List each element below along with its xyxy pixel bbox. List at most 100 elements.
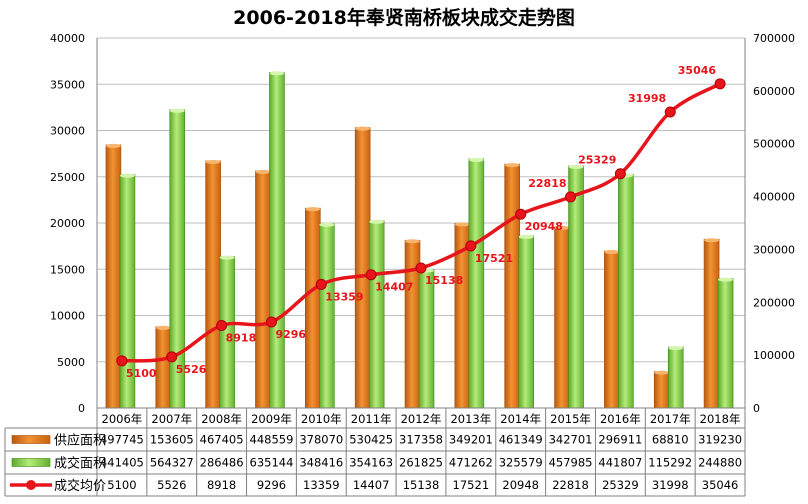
legend-label: 成交面积 [54, 456, 106, 472]
data-label: 20948 [525, 220, 563, 233]
left-tick-label: 5000 [57, 356, 85, 369]
bar-cap [554, 225, 570, 230]
category-label: 2016年 [600, 412, 641, 426]
bar-cap [119, 173, 135, 178]
legend-swatch [11, 458, 51, 467]
table-cell: 68810 [652, 433, 689, 447]
bar-cap [169, 108, 185, 113]
table-cell: 635144 [250, 456, 294, 470]
left-tick-label: 10000 [50, 310, 85, 323]
line-point [714, 78, 726, 90]
bar-cap [654, 370, 670, 375]
left-tick-label: 0 [78, 402, 85, 415]
line-point [415, 262, 427, 274]
right-tick-label: 300000 [753, 243, 795, 256]
line-point [565, 191, 577, 203]
table-cell: 317358 [399, 433, 443, 447]
table-cell: 20948 [502, 478, 539, 492]
data-label: 22818 [528, 177, 566, 190]
table-cell: 13359 [303, 478, 340, 492]
category-label: 2018年 [700, 412, 741, 426]
data-label: 14407 [375, 281, 413, 294]
legend-swatch [11, 435, 51, 444]
data-label: 15138 [425, 274, 463, 287]
right-tick-label: 0 [753, 402, 760, 415]
bar-supply-area [305, 207, 321, 409]
table-cell: 5100 [107, 478, 136, 492]
left-tick-label: 30000 [50, 125, 85, 138]
table-cell: 378070 [299, 433, 343, 447]
bar-cap [405, 239, 420, 244]
table-cell: 461349 [499, 433, 543, 447]
chart-title: 2006-2018年奉贤南桥板块成交走势图 [233, 6, 575, 29]
bar-cap [319, 222, 335, 227]
table-cell: 448559 [250, 433, 294, 447]
bar-deal-area [319, 223, 335, 409]
bar-cap [219, 255, 235, 260]
table-cell: 25329 [602, 478, 639, 492]
table-cell: 467405 [200, 433, 244, 447]
table-cell: 325579 [499, 456, 543, 470]
category-label: 2017年 [650, 412, 691, 426]
right-tick-label: 700000 [753, 32, 795, 45]
table-cell: 286486 [200, 456, 244, 470]
line-point [315, 278, 327, 290]
bar-supply-area [653, 371, 670, 409]
bar-deal-area [368, 220, 385, 409]
table-cell: 35046 [702, 478, 739, 492]
table-cell: 497745 [100, 433, 144, 447]
line-point [515, 208, 527, 220]
table-cell: 349201 [449, 433, 493, 447]
category-label: 2009年 [251, 412, 292, 426]
category-label: 2014年 [500, 412, 541, 426]
category-label: 2010年 [301, 412, 342, 426]
bar-cap [155, 325, 171, 330]
bar-supply-area [354, 127, 371, 409]
bar-supply-area [205, 160, 221, 409]
bar-cap [604, 250, 620, 255]
table-cell: 14407 [353, 478, 390, 492]
bar-cap [205, 159, 221, 164]
bar-cap [504, 163, 520, 168]
data-label: 5526 [176, 363, 207, 376]
left-tick-label: 15000 [50, 263, 85, 276]
category-label: 2008年 [201, 412, 242, 426]
bar-cap [704, 238, 720, 243]
bar-supply-area [504, 163, 520, 409]
table-cell: 354163 [349, 456, 393, 470]
line-point [166, 351, 178, 363]
table-cell: 153605 [150, 433, 194, 447]
bar-supply-area [554, 226, 570, 409]
table-cell: 22818 [552, 478, 589, 492]
table-cell: 5526 [157, 478, 186, 492]
right-tick-label: 100000 [753, 349, 795, 362]
data-label: 13359 [325, 290, 363, 303]
table-cell: 564327 [150, 456, 194, 470]
bar-cap [305, 207, 321, 212]
table-cell: 115292 [648, 456, 692, 470]
bar-cap [518, 234, 534, 239]
table-cell: 348416 [299, 456, 343, 470]
table-cell: 8918 [207, 478, 236, 492]
data-label: 9296 [275, 328, 306, 341]
right-tick-label: 500000 [753, 138, 795, 151]
table-cell: 261825 [399, 456, 443, 470]
bar-cap [468, 157, 484, 162]
data-label: 8918 [226, 332, 257, 345]
bar-deal-area [667, 346, 684, 409]
category-label: 2015年 [550, 412, 591, 426]
table-cell: 9296 [257, 478, 286, 492]
bar-deal-area [418, 269, 435, 409]
legend-marker [26, 480, 36, 490]
category-label: 2006年 [102, 412, 143, 426]
table-cell: 457985 [549, 456, 593, 470]
bar-cap [568, 164, 584, 169]
left-tick-label: 20000 [50, 217, 85, 230]
table-cell: 319230 [698, 433, 742, 447]
left-tick-label: 40000 [50, 32, 85, 45]
line-point [216, 320, 228, 332]
bar-deal-area [717, 278, 734, 409]
right-tick-label: 200000 [753, 296, 795, 309]
line-point [664, 106, 676, 118]
